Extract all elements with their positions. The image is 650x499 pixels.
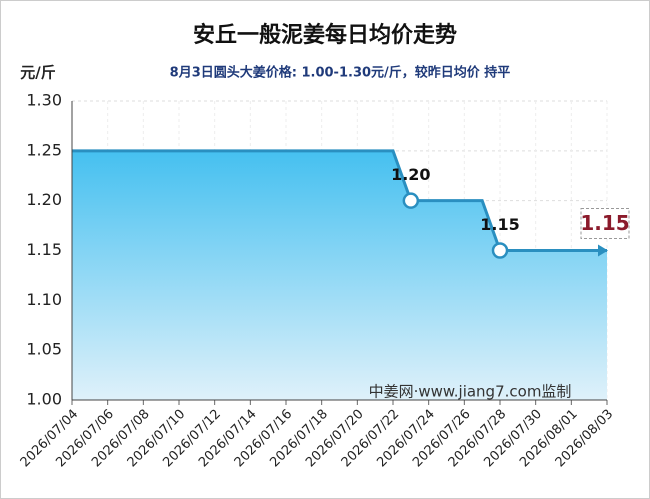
- point: [491, 242, 509, 259]
- point: [402, 192, 420, 209]
- y-tick-label: 1.10: [26, 290, 62, 309]
- value-label: 1.20: [391, 165, 430, 184]
- subtitle: 8月3日圆头大姜价格: 1.00-1.30元/斤，较昨日均价 持平: [170, 65, 511, 81]
- chart-title: 安丘一般泥姜每日均价走势: [193, 22, 457, 48]
- value-label: 1.15: [580, 211, 629, 235]
- y-unit: 元/斤: [20, 64, 55, 82]
- label-box: [580, 208, 630, 239]
- area: [72, 150, 607, 400]
- y-tick-label: 1.15: [26, 240, 62, 259]
- y-tick-label: 1.20: [26, 190, 62, 209]
- line: [72, 149, 607, 252]
- y-tick-label: 1.25: [26, 140, 62, 159]
- y-tick-label: 1.05: [26, 340, 62, 359]
- y-tick-label: 1.00: [26, 390, 62, 409]
- end-arrow: [598, 244, 608, 257]
- value-label: 1.15: [480, 215, 519, 234]
- watermark: 中姜网·www.jiang7.com监制: [369, 383, 572, 401]
- y-tick-label: 1.30: [26, 91, 62, 110]
